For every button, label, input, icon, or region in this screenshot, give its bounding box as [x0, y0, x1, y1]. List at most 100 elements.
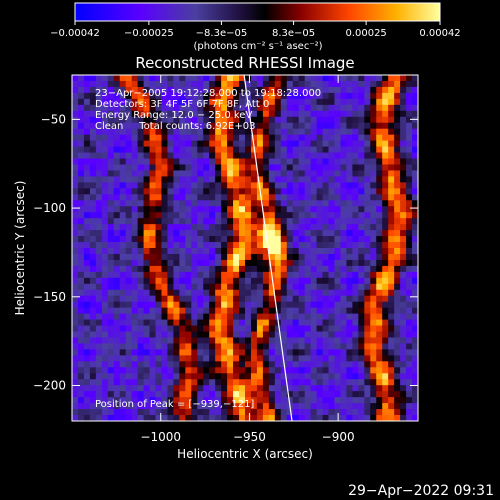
heatmap-cell	[191, 75, 198, 82]
heatmap-cell	[113, 122, 121, 130]
heatmap-cell	[310, 206, 317, 213]
heatmap-cell	[131, 349, 139, 356]
heatmap-cell	[388, 307, 395, 315]
heatmap-cell	[388, 158, 395, 165]
heatmap-cell	[334, 373, 341, 380]
heatmap-cell	[298, 248, 306, 255]
heatmap-cell	[185, 86, 192, 94]
heatmap-cell	[155, 409, 162, 416]
heatmap-cell	[286, 104, 294, 112]
heatmap-cell	[352, 104, 359, 112]
heatmap-cell	[227, 92, 234, 100]
heatmap-cell	[203, 319, 210, 326]
heatmap-cell	[221, 355, 228, 362]
heatmap-cell	[262, 331, 270, 338]
heatmap-cell	[143, 361, 150, 368]
heatmap-cell	[298, 337, 306, 344]
heatmap-cell	[298, 236, 306, 243]
heatmap-cell	[167, 212, 174, 219]
heatmap-cell	[161, 385, 168, 392]
heatmap-cell	[227, 385, 234, 392]
heatmap-cell	[388, 242, 395, 249]
heatmap-cell	[119, 218, 127, 225]
heatmap-cell	[394, 92, 401, 100]
heatmap-cell	[256, 415, 264, 421]
heatmap-cell	[131, 128, 139, 136]
heatmap-cell	[340, 122, 347, 130]
heatmap-cell	[89, 140, 97, 147]
heatmap-cell	[179, 289, 186, 297]
heatmap-cell	[197, 86, 204, 94]
heatmap-cell	[412, 98, 418, 106]
heatmap-cell	[346, 236, 353, 243]
heatmap-cell	[101, 259, 109, 267]
heatmap-cell	[400, 337, 407, 344]
heatmap-cell	[173, 253, 180, 261]
heatmap-cell	[316, 116, 323, 124]
heatmap-cell	[95, 158, 103, 165]
heatmap-cell	[143, 92, 150, 100]
heatmap-cell	[298, 170, 306, 177]
heatmap-cell	[77, 379, 85, 386]
heatmap-cell	[197, 301, 204, 309]
heatmap-cell	[137, 176, 144, 183]
heatmap-cell	[316, 325, 323, 332]
heatmap-cell	[274, 373, 282, 380]
heatmap-cell	[179, 295, 186, 303]
heatmap-cell	[400, 152, 407, 159]
heatmap-cell	[412, 331, 418, 338]
heatmap-cell	[221, 158, 228, 165]
heatmap-cell	[388, 415, 395, 421]
heatmap-cell	[113, 194, 121, 201]
heatmap-cell	[83, 218, 91, 225]
heatmap-cell	[298, 75, 306, 82]
heatmap-cell	[239, 134, 246, 142]
heatmap-cell	[250, 188, 258, 195]
heatmap-cell	[376, 194, 383, 201]
heatmap-cell	[382, 355, 389, 362]
heatmap-cell	[280, 307, 288, 315]
heatmap-cell	[227, 158, 234, 165]
heatmap-cell	[83, 403, 91, 410]
heatmap-cell	[358, 170, 365, 177]
heatmap-cell	[388, 134, 395, 142]
heatmap-cell	[250, 122, 258, 130]
heatmap-cell	[221, 409, 228, 416]
heatmap-cell	[239, 122, 246, 130]
heatmap-cell	[292, 170, 300, 177]
heatmap-cell	[155, 200, 162, 207]
heatmap-cell	[173, 110, 180, 118]
heatmap-cell	[239, 337, 246, 344]
heatmap-cell	[155, 337, 162, 344]
heatmap-cell	[149, 98, 156, 106]
heatmap-cell	[137, 361, 144, 368]
heatmap-cell	[215, 397, 222, 404]
heatmap-cell	[280, 289, 288, 297]
heatmap-cell	[143, 265, 150, 273]
heatmap-cell	[346, 110, 353, 118]
heatmap-cell	[137, 325, 144, 332]
heatmap-cell	[358, 128, 365, 136]
heatmap-cell	[406, 98, 413, 106]
heatmap-cell	[239, 218, 246, 225]
heatmap-cell	[197, 104, 204, 112]
heatmap-cell	[143, 164, 150, 171]
heatmap-cell	[227, 128, 234, 136]
heatmap-cell	[250, 236, 258, 243]
heatmap-cell	[107, 271, 115, 279]
heatmap-cell	[131, 373, 139, 380]
heatmap-cell	[245, 253, 252, 261]
heatmap-cell	[304, 355, 312, 362]
heatmap-cell	[197, 295, 204, 303]
heatmap-cell	[72, 110, 79, 118]
heatmap-cell	[412, 361, 418, 368]
heatmap-cell	[239, 182, 246, 189]
heatmap-cell	[376, 415, 383, 421]
heatmap-cell	[334, 182, 341, 189]
heatmap-cell	[72, 116, 79, 124]
heatmap-cell	[203, 242, 210, 249]
heatmap-cell	[215, 259, 222, 267]
heatmap-cell	[322, 319, 329, 326]
heatmap-cell	[113, 307, 121, 315]
heatmap-cell	[107, 75, 115, 82]
